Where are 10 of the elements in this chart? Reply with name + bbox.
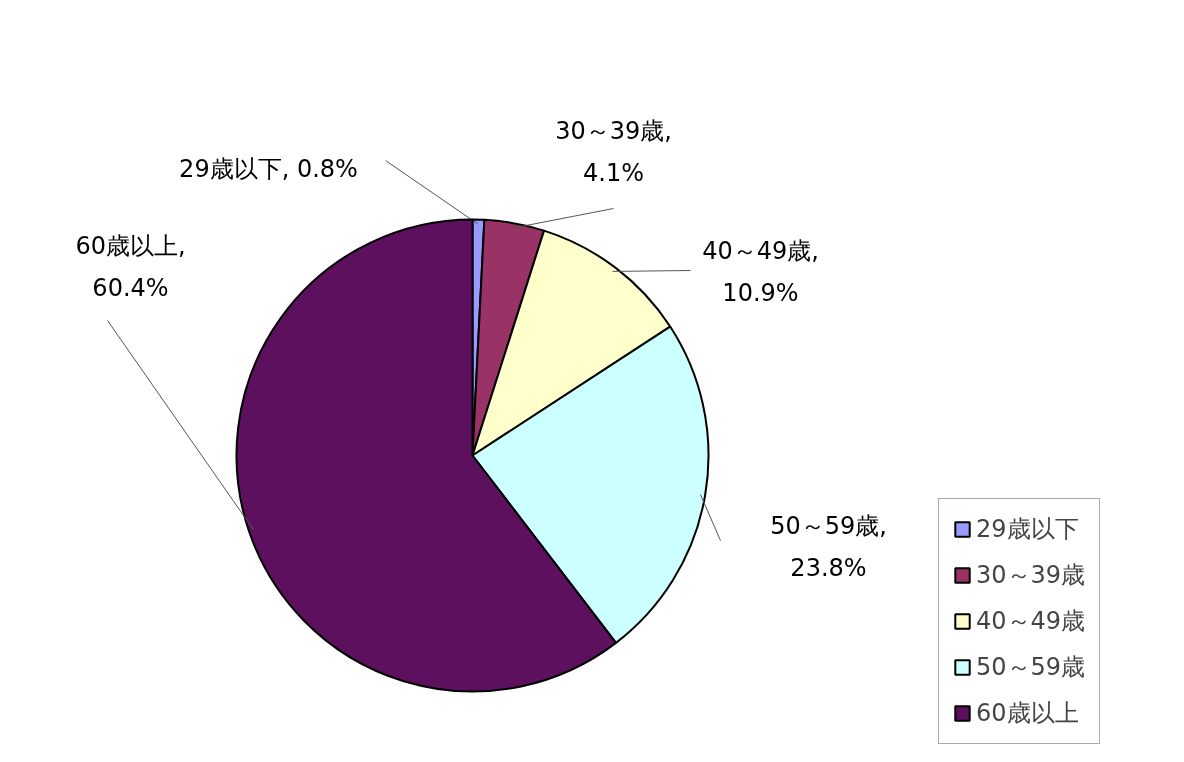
data-label: 50～59歳, 23.8% xyxy=(770,511,887,582)
data-label: 30～39歳, 4.1% xyxy=(555,116,672,187)
data-label: 40～49歳, 10.9% xyxy=(702,236,819,307)
legend-label: 40～49歳 xyxy=(976,606,1086,637)
legend-label: 30～39歳 xyxy=(976,560,1086,591)
data-label: 29歳以下, 0.8% xyxy=(179,154,358,183)
legend-label: 50～59歳 xyxy=(976,652,1086,683)
legend-label: 60歳以上 xyxy=(976,698,1079,729)
legend-label: 29歳以下 xyxy=(976,514,1079,545)
data-label: 60歳以上, 60.4% xyxy=(75,231,186,302)
